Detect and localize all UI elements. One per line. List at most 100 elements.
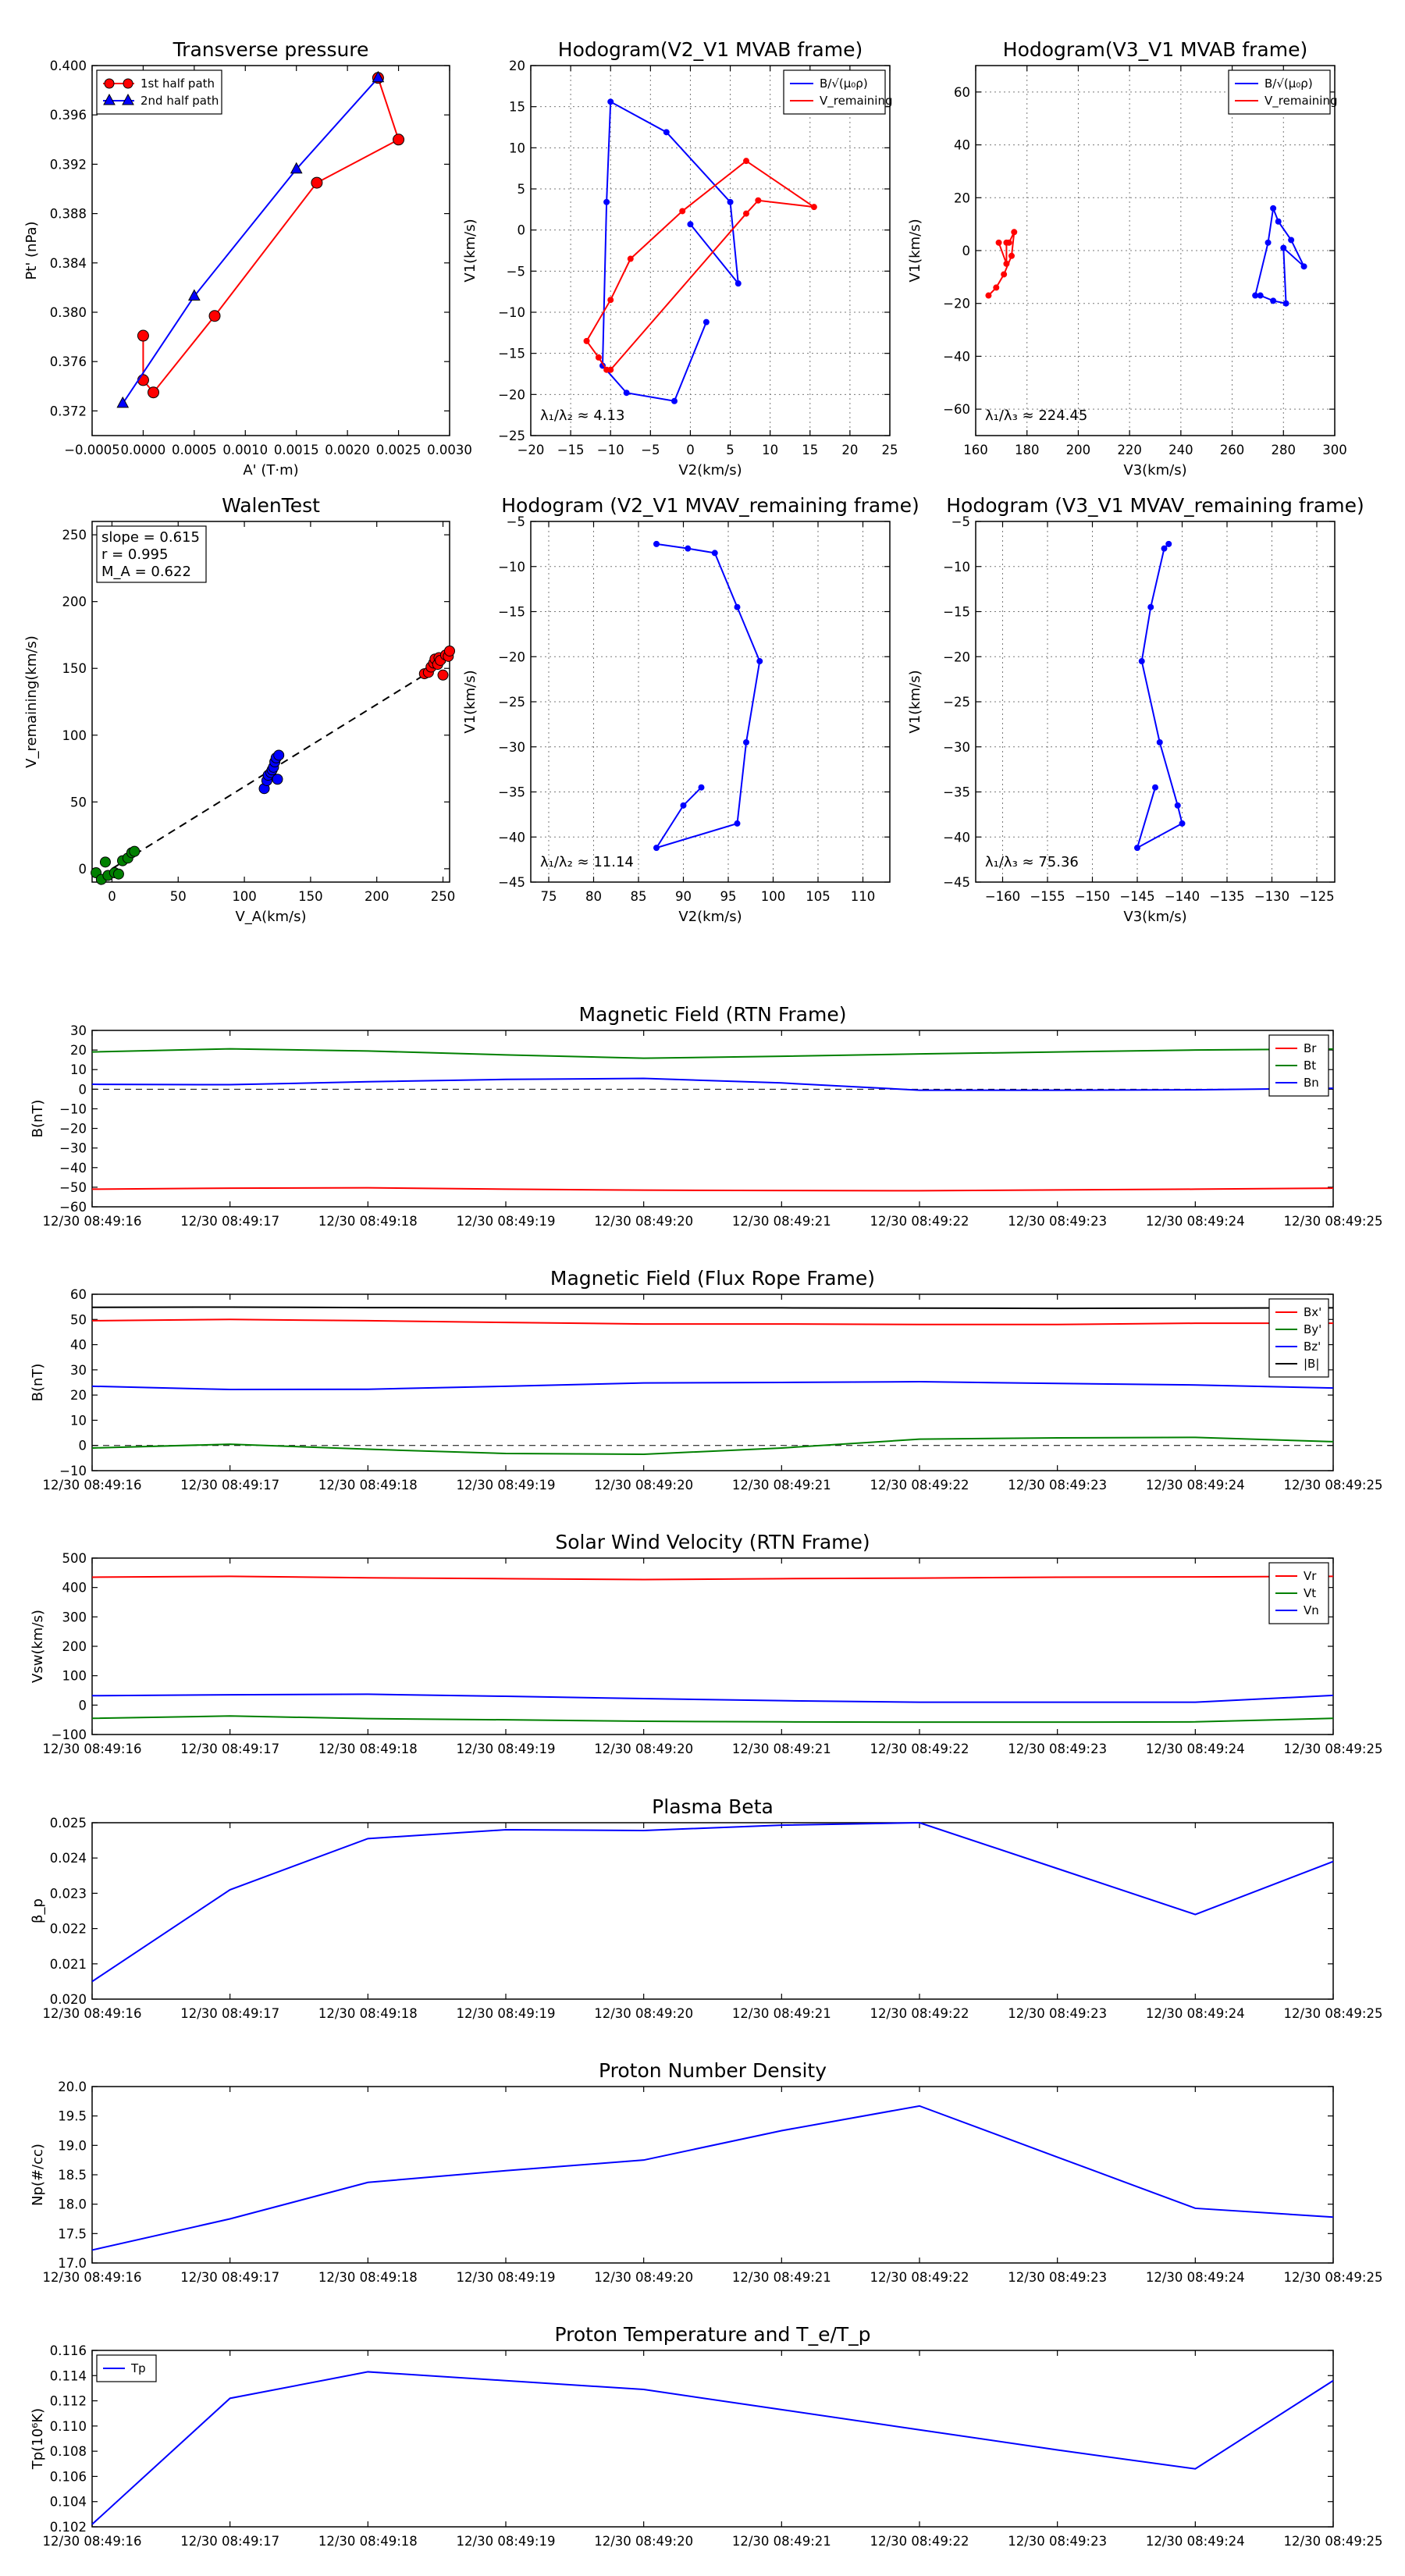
x-tick-label: 0 (108, 889, 116, 904)
data-point (148, 386, 160, 399)
x-tick-label: 25 (882, 443, 898, 457)
x-tick-label: 12/30 08:49:20 (594, 1478, 693, 1493)
y-tick-label: 300 (62, 1610, 87, 1624)
data-point (743, 210, 749, 217)
x-tick-label: 105 (806, 889, 831, 904)
chart-title: Hodogram(V2_V1 MVAB frame) (558, 38, 863, 61)
ratio-annotation: λ₁/λ₂ ≈ 11.14 (540, 854, 634, 870)
x-tick-label: −20 (518, 443, 545, 457)
legend-label: V_remaining (820, 94, 893, 109)
y-axis-label: Np(#/cc) (30, 2144, 46, 2206)
data-point (1001, 271, 1008, 278)
y-tick-label: −20 (498, 649, 525, 664)
x-axis-label: V2(km/s) (678, 462, 742, 479)
x-tick-label: 12/30 08:49:16 (43, 1742, 142, 1756)
legend-box (783, 69, 886, 115)
y-tick-label: 0.108 (50, 2444, 87, 2459)
y-axis-label: B(nT) (30, 1364, 46, 1402)
chart-title: Transverse pressure (173, 38, 369, 61)
data-point (653, 845, 660, 852)
y-tick-label: 0.102 (50, 2520, 87, 2535)
y-tick-label: −15 (498, 605, 525, 620)
data-point (103, 93, 116, 105)
chart-tp_temp: Proton Temperature and T_e/T_p 0.102 0.104… (30, 2323, 1382, 2549)
y-tick-label: −40 (498, 830, 525, 845)
x-axis-label: A' (T·m) (243, 462, 298, 479)
y-tick-label: 0 (962, 244, 971, 258)
x-tick-label: −10 (597, 443, 624, 457)
x-tick-label: 12/30 08:49:18 (318, 1214, 418, 1229)
x-tick-label: 10 (762, 443, 778, 457)
y-tick-label: 5 (518, 182, 526, 197)
x-tick-label: −155 (1030, 889, 1065, 904)
y-axis-label: Vsw(km/s) (30, 1610, 46, 1683)
legend-label: Bn (1304, 1076, 1319, 1090)
chart-title: Proton Number Density (599, 2059, 827, 2082)
plot-area (530, 65, 891, 436)
x-tick-label: 85 (631, 889, 647, 904)
y-axis-label: β_p (30, 1898, 46, 1923)
data-point (1288, 237, 1295, 244)
chart-hv3: Hodogram (V3_V1 MVAV_remaining frame) −45… (907, 494, 1364, 925)
series-line (91, 2105, 1334, 2251)
y-tick-label: −45 (498, 875, 525, 890)
x-tick-label: 12/30 08:49:17 (180, 1214, 279, 1229)
series-line (601, 100, 740, 402)
data-point (311, 176, 323, 189)
y-tick-label: −30 (59, 1141, 87, 1156)
x-tick-label: 80 (585, 889, 602, 904)
x-tick-label: 12/30 08:49:22 (870, 1214, 969, 1229)
data-point (1161, 545, 1168, 552)
data-point (272, 774, 283, 785)
x-tick-label: −15 (557, 443, 585, 457)
y-tick-label: 15 (509, 100, 525, 115)
x-tick-label: 12/30 08:49:21 (732, 2270, 831, 2285)
legend-label: Tp (130, 2361, 146, 2375)
ratio-annotation: λ₁/λ₃ ≈ 75.36 (985, 854, 1079, 870)
x-tick-label: 260 (1220, 443, 1245, 457)
data-point (595, 354, 602, 361)
data-point (687, 221, 694, 228)
x-axis-label: V2(km/s) (678, 909, 742, 925)
y-tick-label: −45 (943, 875, 970, 890)
x-tick-label: 12/30 08:49:17 (180, 2006, 279, 2021)
y-tick-label: −30 (943, 740, 970, 755)
data-point (680, 802, 687, 809)
y-tick-label: 0.110 (50, 2419, 87, 2434)
x-tick-label: 100 (232, 889, 257, 904)
x-tick-label: 12/30 08:49:24 (1146, 2006, 1245, 2021)
y-tick-label: 0.023 (50, 1886, 87, 1901)
y-tick-label: −50 (59, 1180, 87, 1195)
x-tick-label: 0.0005 (172, 443, 217, 457)
chart-title: Proton Temperature and T_e/T_p (554, 2323, 870, 2346)
chart-mag_rtn: Magnetic Field (RTN Frame) −60 −50 −40 −30 −2… (30, 1003, 1382, 1229)
x-tick-label: 0.0030 (427, 443, 472, 457)
y-axis-label: Tp(10⁶K) (30, 2408, 46, 2470)
chart-hv2: Hodogram (V2_V1 MVAV_remaining frame) −45… (462, 494, 919, 925)
legend-label: B/√(μ₀ρ) (820, 76, 868, 91)
y-tick-label: 18.0 (58, 2197, 87, 2212)
chart-hb23: Hodogram(V2_V1 MVAB frame)−25−20−15−10−5… (462, 38, 898, 479)
x-tick-label: 12/30 08:49:21 (732, 1742, 831, 1756)
x-tick-label: 12/30 08:49:22 (870, 2534, 969, 2549)
y-tick-label: −30 (498, 740, 525, 755)
y-tick-label: 150 (62, 661, 87, 676)
data-point (1152, 784, 1158, 791)
chart-vsw: Solar Wind Velocity (RTN Frame) −100 0 100 2… (30, 1531, 1382, 1756)
data-point (995, 239, 1002, 246)
data-point (603, 198, 610, 205)
x-tick-label: −145 (1119, 889, 1154, 904)
stats-box (96, 525, 207, 583)
y-tick-label: 400 (62, 1581, 87, 1596)
data-point (393, 133, 405, 146)
x-axis-label: V_A(km/s) (235, 909, 306, 925)
y-tick-label: 30 (70, 1363, 87, 1378)
data-point (1011, 229, 1018, 236)
x-tick-label: 12/30 08:49:18 (318, 2006, 418, 2021)
x-tick-label: 12/30 08:49:16 (43, 1214, 142, 1229)
y-tick-label: 17.0 (58, 2256, 87, 2271)
y-tick-label: 17.5 (58, 2226, 87, 2241)
data-point (1270, 205, 1277, 212)
y-tick-label: 20 (954, 190, 970, 205)
y-tick-label: 20 (509, 59, 525, 73)
